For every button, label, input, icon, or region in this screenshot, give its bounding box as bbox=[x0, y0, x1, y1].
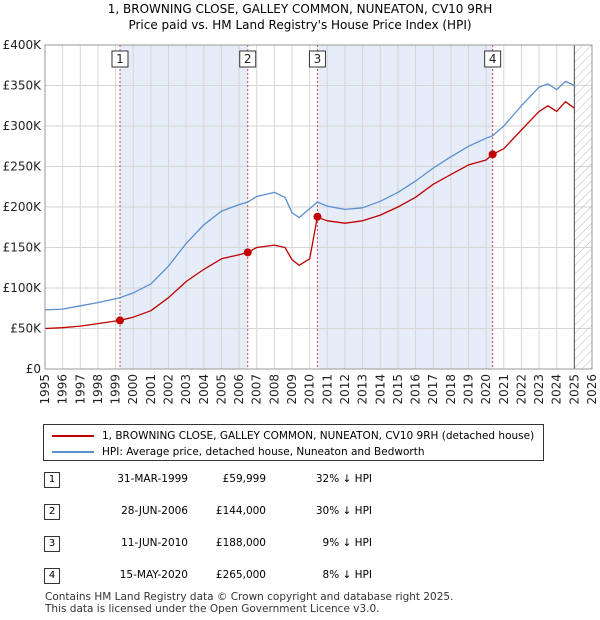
sale-hpi-diff: 32% ↓ HPI bbox=[315, 473, 372, 485]
x-tick-label: 2013 bbox=[356, 374, 370, 405]
y-tick-label: £50K bbox=[10, 322, 42, 336]
x-tick-label: 1999 bbox=[109, 374, 123, 405]
sale-date: 31-MAR-1999 bbox=[117, 473, 188, 485]
footer-line2: This data is licensed under the Open Gov… bbox=[45, 603, 380, 615]
sale-row: 2 28-JUN-2006 £144,000 30% ↓ HPI bbox=[0, 502, 600, 524]
hpi-series-line bbox=[44, 80, 575, 311]
y-tick-label: £400K bbox=[3, 38, 43, 52]
x-tick-label: 2010 bbox=[303, 374, 317, 405]
sale-number-badge: 1 bbox=[44, 472, 60, 488]
y-axis-tick-labels: £0 £50K £100K £150K £200K £250K £300K £350K £400… bbox=[3, 38, 43, 376]
sale-point bbox=[313, 212, 322, 221]
sale-date: 28-JUN-2006 bbox=[121, 505, 188, 517]
y-tick-label: £300K bbox=[3, 119, 43, 133]
sale-label-text: 4 bbox=[489, 52, 497, 66]
sale-row: 4 15-MAY-2020 £265,000 8% ↓ HPI bbox=[0, 566, 600, 588]
x-tick-label: 1996 bbox=[56, 374, 70, 405]
x-tick-label: 2017 bbox=[426, 374, 440, 405]
footer-line1: Contains HM Land Registry data © Crown c… bbox=[45, 591, 454, 603]
y-tick-label: £250K bbox=[3, 160, 43, 174]
x-tick-label: 2002 bbox=[162, 374, 176, 405]
x-tick-label: 2008 bbox=[267, 374, 281, 405]
sale-label-text: 1 bbox=[116, 52, 124, 66]
sale-label-box-frame bbox=[111, 50, 129, 68]
sale-date-lines bbox=[119, 45, 494, 369]
x-tick-label: 2009 bbox=[285, 374, 299, 405]
x-tick-label: 2022 bbox=[514, 374, 528, 405]
x-tick-label: 2018 bbox=[444, 374, 458, 405]
x-tick-label: 2023 bbox=[532, 374, 546, 405]
y-tick-label: £0 bbox=[26, 362, 41, 376]
sale-label-box: 1 bbox=[111, 50, 129, 68]
plot-frame bbox=[44, 44, 593, 370]
sale-number-badge: 2 bbox=[44, 504, 60, 520]
legend-swatch-hpi bbox=[52, 451, 94, 453]
x-tick-label: 2014 bbox=[373, 374, 387, 405]
x-tick-label: 1995 bbox=[38, 374, 52, 405]
x-tick-label: 2024 bbox=[550, 374, 564, 405]
x-tick-label: 2003 bbox=[179, 374, 193, 405]
x-axis-tick-labels: 1995 1996 1997 1998 1999 2000 2001 2002 2003 2004… bbox=[38, 374, 599, 405]
future-hatch-area bbox=[574, 45, 592, 369]
chart-title-line2: Price paid vs. HM Land Registry's House … bbox=[128, 18, 472, 32]
future-hatch bbox=[573, 45, 592, 369]
sale-date: 15-MAY-2020 bbox=[119, 569, 188, 581]
sale-label-box-frame bbox=[484, 50, 502, 68]
price-chart: 1 2 3 4 £0 £50K £100K £150K £200K £250K £300K £350… bbox=[3, 38, 599, 405]
legend-label-property: 1, BROWNING CLOSE, GALLEY COMMON, NUNEAT… bbox=[102, 430, 535, 442]
sale-label-text: 3 bbox=[314, 52, 322, 66]
x-tick-label: 2012 bbox=[338, 374, 352, 405]
y-tick-label: £150K bbox=[3, 241, 43, 255]
sale-points bbox=[115, 150, 497, 325]
sale-row: 3 11-JUN-2010 £188,000 9% ↓ HPI bbox=[0, 534, 600, 556]
sale-price: £59,999 bbox=[222, 473, 266, 485]
x-tick-label: 1998 bbox=[91, 374, 105, 405]
x-tick-label: 2011 bbox=[320, 374, 334, 405]
sale-point bbox=[115, 316, 124, 325]
x-tick-label: 2000 bbox=[126, 374, 140, 405]
x-tick-label: 2026 bbox=[585, 374, 599, 405]
x-tick-label: 2001 bbox=[144, 374, 158, 405]
sale-label-boxes: 1 2 3 4 bbox=[111, 50, 502, 68]
sale-number-badge: 3 bbox=[44, 536, 60, 552]
x-tick-label: 2015 bbox=[391, 374, 405, 405]
x-tick-label: 1997 bbox=[73, 374, 87, 405]
sale-price: £188,000 bbox=[215, 537, 266, 549]
sale-label-text: 2 bbox=[244, 52, 252, 66]
sale-price: £144,000 bbox=[215, 505, 266, 517]
sale-label-box-frame bbox=[239, 50, 257, 68]
chart-title: 1, BROWNING CLOSE, GALLEY COMMON, NUNEAT… bbox=[0, 1, 600, 33]
y-tick-label: £350K bbox=[3, 79, 43, 93]
x-tick-label: 2005 bbox=[214, 374, 228, 405]
x-tick-label: 2007 bbox=[250, 374, 264, 405]
sale-point bbox=[243, 248, 252, 257]
sale-label-box: 3 bbox=[308, 50, 326, 68]
x-tick-label: 2020 bbox=[479, 374, 493, 405]
sale-number-badge: 4 bbox=[44, 568, 60, 584]
y-tick-label: £200K bbox=[3, 200, 43, 214]
legend-label-hpi: HPI: Average price, detached house, Nune… bbox=[102, 446, 425, 458]
y-tick-label: £100K bbox=[3, 281, 43, 295]
legend: 1, BROWNING CLOSE, GALLEY COMMON, NUNEAT… bbox=[43, 424, 544, 461]
sale-label-box: 2 bbox=[239, 50, 257, 68]
sale-date: 11-JUN-2010 bbox=[121, 537, 188, 549]
sale-hpi-diff: 30% ↓ HPI bbox=[315, 505, 372, 517]
x-tick-label: 2019 bbox=[461, 374, 475, 405]
chart-title-line1: 1, BROWNING CLOSE, GALLEY COMMON, NUNEAT… bbox=[107, 2, 493, 16]
sale-hpi-diff: 8% ↓ HPI bbox=[322, 569, 372, 581]
sale-label-box: 4 bbox=[484, 50, 502, 68]
x-tick-label: 2021 bbox=[497, 374, 511, 405]
sale-label-box-frame bbox=[308, 50, 326, 68]
sale-row: 1 31-MAR-1999 £59,999 32% ↓ HPI bbox=[0, 470, 600, 492]
x-tick-label: 2006 bbox=[232, 374, 246, 405]
x-tick-label: 2025 bbox=[567, 374, 581, 405]
sale-hpi-diff: 9% ↓ HPI bbox=[322, 537, 372, 549]
legend-swatch-property bbox=[52, 435, 94, 437]
sale-point bbox=[488, 150, 497, 159]
footer-attribution: Contains HM Land Registry data © Crown c… bbox=[45, 591, 453, 615]
sale-price: £265,000 bbox=[215, 569, 266, 581]
x-tick-label: 2004 bbox=[197, 374, 211, 405]
x-tick-label: 2016 bbox=[409, 374, 423, 405]
